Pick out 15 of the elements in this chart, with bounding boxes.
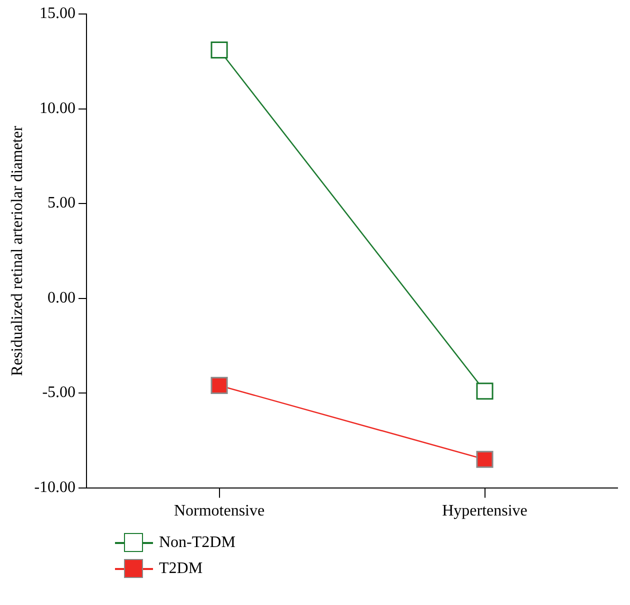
y-axis-title: Residualized retinal arteriolar diameter	[8, 125, 26, 376]
y-tick-label: -10.00	[34, 479, 76, 496]
legend-label: T2DM	[159, 560, 203, 578]
y-tick-label: 0.00	[48, 289, 76, 306]
y-tick-label: 15.00	[40, 5, 76, 22]
x-tick-label: Hypertensive	[442, 502, 528, 520]
point	[210, 376, 228, 394]
point	[476, 382, 494, 400]
y-tick-label: -5.00	[42, 384, 76, 402]
legend-label: Non-T2DM	[159, 534, 236, 552]
point	[210, 41, 228, 59]
point	[476, 450, 494, 468]
x-tick-label: Normotensive	[174, 502, 265, 520]
y-tick-label: 10.00	[40, 100, 76, 117]
y-tick-label: 5.00	[48, 194, 76, 212]
